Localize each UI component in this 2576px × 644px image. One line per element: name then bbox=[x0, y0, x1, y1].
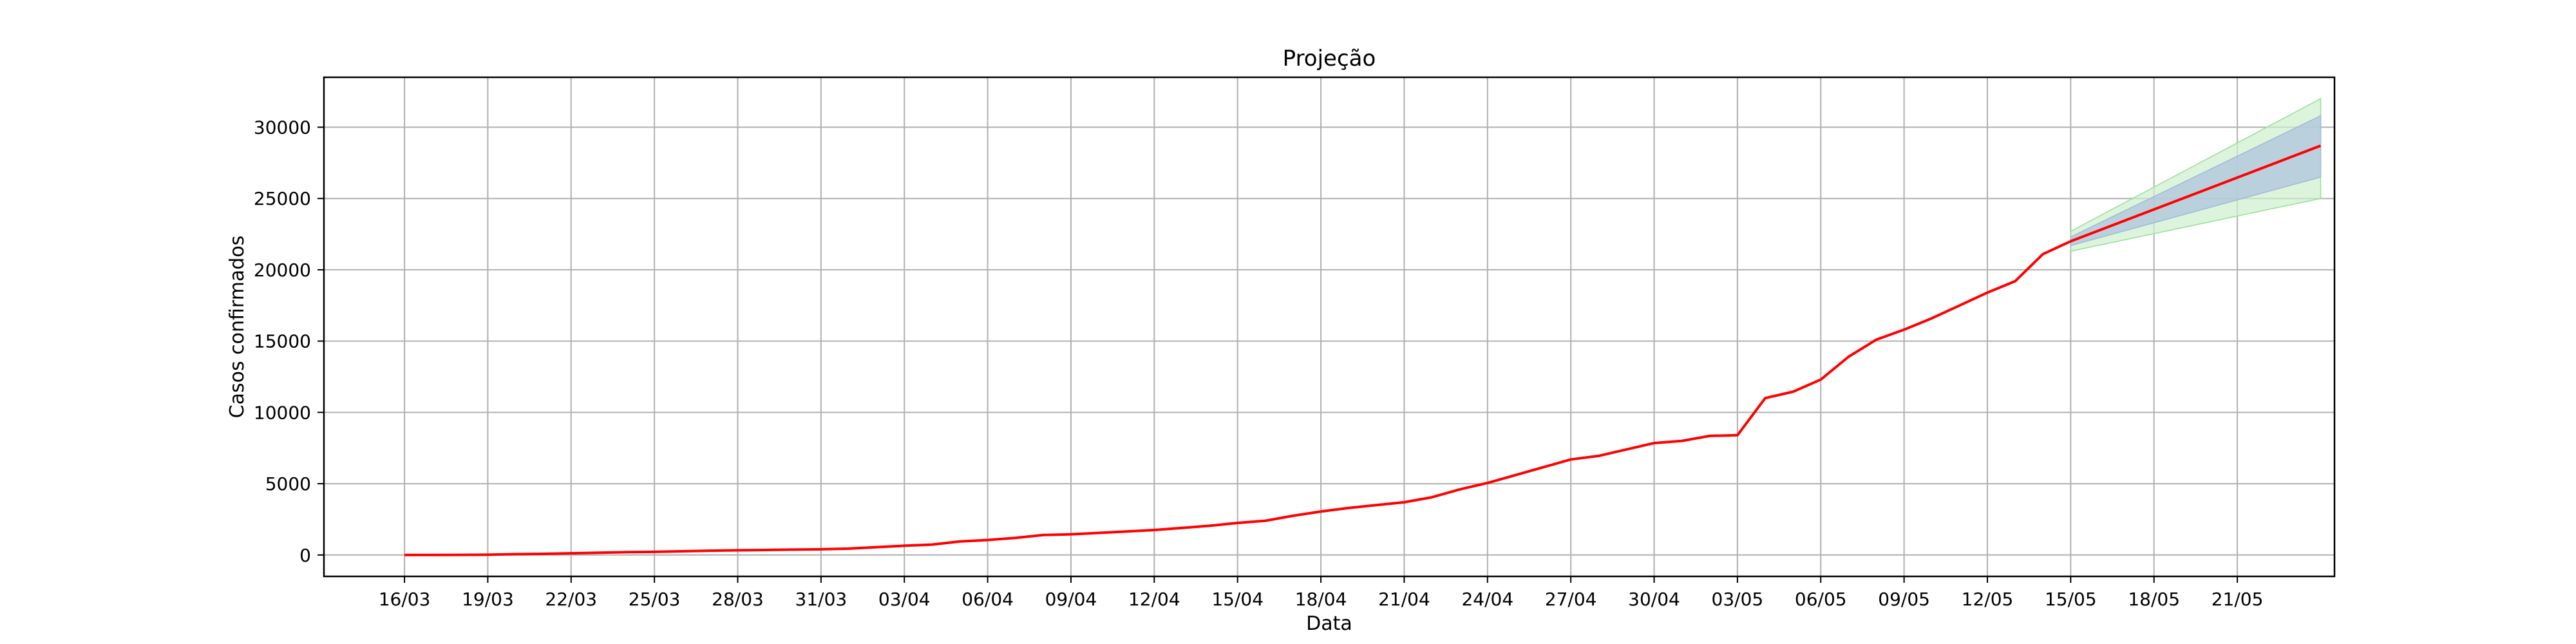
y-axis-title: Casos confirmados bbox=[226, 236, 249, 419]
x-axis-title: Data bbox=[1306, 612, 1352, 635]
x-tick-label: 16/03 bbox=[379, 589, 431, 610]
inner-confidence-band bbox=[2070, 115, 2322, 247]
x-tick-label: 25/03 bbox=[629, 589, 681, 610]
y-tick-label: 15000 bbox=[254, 331, 311, 352]
x-tick-label: 19/03 bbox=[462, 589, 514, 610]
x-tick-label: 30/04 bbox=[1628, 589, 1680, 610]
x-tick-label: 28/03 bbox=[712, 589, 764, 610]
x-tick-label: 31/03 bbox=[795, 589, 848, 610]
x-tick-label: 06/04 bbox=[961, 589, 1014, 610]
x-tick-label: 06/05 bbox=[1795, 589, 1847, 610]
y-tick-label: 0 bbox=[299, 545, 311, 566]
x-tick-label: 09/04 bbox=[1045, 589, 1097, 610]
y-tick-label: 10000 bbox=[254, 402, 311, 423]
observed-cases-line bbox=[404, 240, 2072, 556]
y-tick-label: 5000 bbox=[265, 473, 311, 495]
plot-frame bbox=[323, 76, 2336, 578]
chart-title: Projeção bbox=[1283, 46, 1376, 71]
x-tick-label: 18/04 bbox=[1295, 589, 1347, 610]
x-tick-label: 15/04 bbox=[1211, 589, 1264, 610]
confidence-bands bbox=[2070, 97, 2322, 252]
x-tick-label: 03/04 bbox=[878, 589, 931, 610]
x-tick-label: 09/05 bbox=[1878, 589, 1930, 610]
x-tick-label: 21/05 bbox=[2211, 589, 2264, 610]
series-lines bbox=[404, 144, 2322, 556]
x-tick-label: 24/04 bbox=[1461, 589, 1513, 610]
y-tick-label: 30000 bbox=[254, 117, 311, 138]
y-tick-label: 20000 bbox=[254, 260, 311, 281]
x-axis-ticks: 16/03 19/03 22/03 25/03 28/03 31/03 03/04 06/04… bbox=[379, 576, 2264, 610]
x-tick-label: 18/05 bbox=[2128, 589, 2180, 610]
y-tick-label: 25000 bbox=[254, 188, 311, 209]
grid-lines bbox=[324, 77, 2334, 576]
projection-line bbox=[2070, 144, 2322, 243]
y-axis-ticks: 0 5000 10000 15000 20000 25000 30000 bbox=[254, 117, 324, 566]
x-tick-label: 03/05 bbox=[1712, 589, 1764, 610]
x-tick-label: 21/04 bbox=[1378, 589, 1430, 610]
x-tick-label: 27/04 bbox=[1545, 589, 1597, 610]
x-tick-label: 22/03 bbox=[545, 589, 597, 610]
x-tick-label: 12/05 bbox=[1962, 589, 2014, 610]
x-tick-label: 15/05 bbox=[2045, 589, 2097, 610]
x-tick-label: 12/04 bbox=[1128, 589, 1180, 610]
